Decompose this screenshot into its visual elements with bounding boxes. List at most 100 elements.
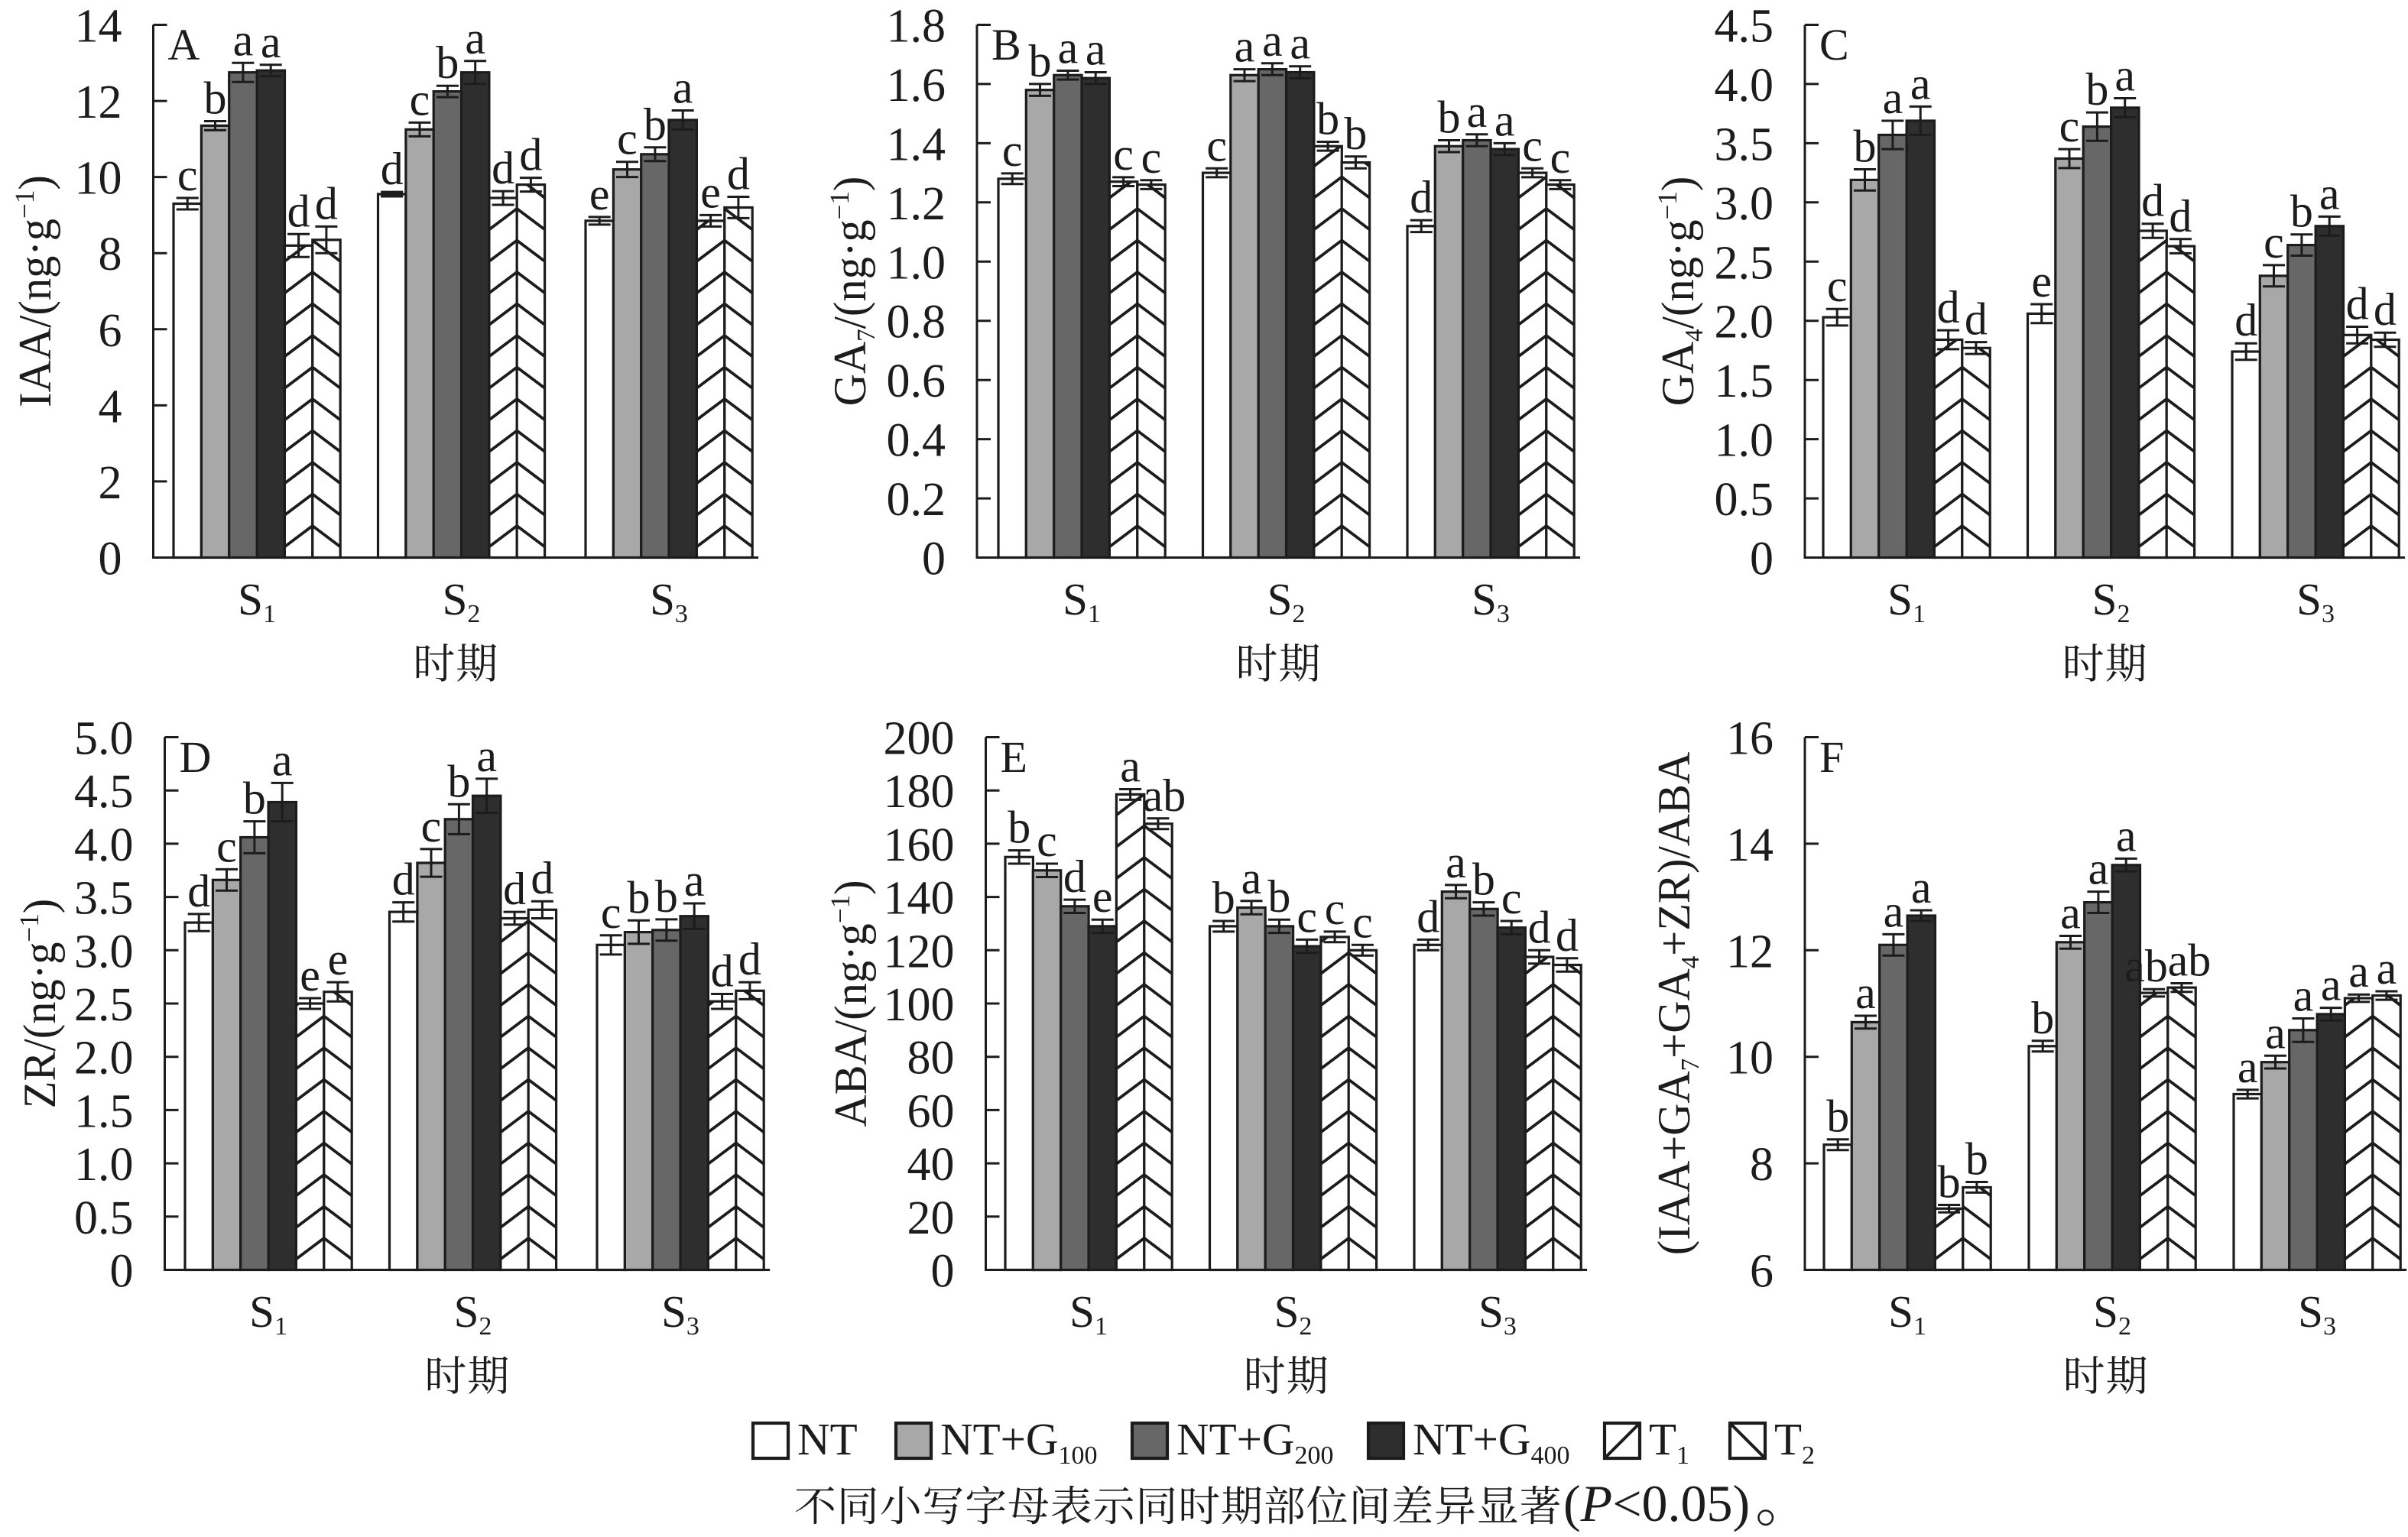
- svg-text:d: d: [2346, 279, 2369, 329]
- svg-text:d: d: [503, 864, 526, 914]
- svg-text:b: b: [2290, 186, 2313, 237]
- svg-text:3.0: 3.0: [1715, 178, 1774, 230]
- svg-text:a: a: [1120, 741, 1141, 792]
- svg-text:1.0: 1.0: [74, 1139, 134, 1191]
- svg-text:a: a: [272, 734, 293, 785]
- svg-text:1.5: 1.5: [1715, 355, 1774, 407]
- svg-text:5.0: 5.0: [74, 713, 134, 765]
- svg-text:d: d: [1965, 294, 1988, 345]
- svg-text:b: b: [1212, 873, 1235, 923]
- svg-text:d: d: [315, 178, 338, 229]
- svg-text:a: a: [1883, 73, 1903, 123]
- svg-text:S2: S2: [1274, 1286, 1313, 1341]
- svg-text:(P<0.05): (P<0.05): [1563, 1474, 1750, 1532]
- svg-text:10: 10: [75, 153, 122, 205]
- svg-text:b: b: [644, 99, 667, 150]
- svg-text:20: 20: [907, 1192, 955, 1244]
- svg-text:12: 12: [75, 76, 122, 128]
- svg-text:2.0: 2.0: [1715, 297, 1774, 349]
- svg-text:e: e: [700, 167, 721, 217]
- svg-text:0.5: 0.5: [1715, 474, 1774, 526]
- svg-text:a: a: [684, 855, 705, 906]
- svg-text:ZR/(ng·g−1​): ZR/(ng·g−1​): [14, 899, 66, 1109]
- svg-text:d: d: [2169, 191, 2192, 242]
- svg-text:4.5: 4.5: [74, 766, 134, 818]
- svg-text:c: c: [1550, 132, 1571, 183]
- svg-text:E: E: [1001, 732, 1027, 782]
- svg-text:b: b: [1938, 1157, 1961, 1208]
- svg-text:0.5: 0.5: [74, 1192, 134, 1244]
- svg-text:a: a: [1855, 968, 1876, 1018]
- svg-text:180: 180: [884, 766, 955, 818]
- svg-text:c: c: [1325, 884, 1345, 934]
- svg-text:1.8: 1.8: [887, 1, 946, 53]
- svg-text:14: 14: [75, 1, 122, 53]
- svg-text:a: a: [1884, 886, 1904, 936]
- svg-text:b: b: [1826, 1091, 1849, 1142]
- svg-text:8: 8: [99, 229, 122, 280]
- svg-text:4.0: 4.0: [74, 819, 134, 871]
- svg-text:3.5: 3.5: [74, 873, 134, 925]
- svg-text:1.6: 1.6: [887, 60, 946, 112]
- svg-text:b: b: [1472, 854, 1495, 905]
- svg-text:C: C: [1819, 20, 1849, 70]
- svg-text:d: d: [492, 143, 514, 193]
- svg-text:160: 160: [884, 819, 955, 871]
- svg-text:0: 0: [110, 1246, 134, 1298]
- svg-text:b: b: [1267, 871, 1290, 922]
- svg-text:100: 100: [884, 979, 955, 1031]
- svg-text:c: c: [601, 887, 621, 938]
- svg-text:0: 0: [1750, 533, 1774, 585]
- svg-text:e: e: [300, 950, 320, 1000]
- svg-text:2.5: 2.5: [1715, 237, 1774, 289]
- svg-text:NT: NT: [797, 1414, 858, 1464]
- svg-text:b: b: [2085, 64, 2108, 115]
- svg-text:0.4: 0.4: [887, 415, 946, 467]
- svg-text:0.6: 0.6: [887, 355, 946, 407]
- svg-text:c: c: [421, 801, 442, 851]
- svg-text:d: d: [1417, 891, 1439, 942]
- svg-text:d: d: [1063, 851, 1086, 902]
- svg-text:8: 8: [1750, 1139, 1774, 1191]
- svg-text:a: a: [1235, 21, 1255, 72]
- svg-text:d: d: [519, 130, 542, 180]
- svg-text:a: a: [2265, 1007, 2286, 1058]
- svg-text:c: c: [1141, 132, 1162, 183]
- svg-text:0.8: 0.8: [887, 297, 946, 349]
- svg-text:200: 200: [884, 713, 955, 765]
- svg-text:d: d: [1937, 282, 1960, 332]
- svg-text:d: d: [711, 946, 734, 997]
- svg-text:b: b: [1008, 803, 1030, 853]
- svg-text:S1: S1: [1063, 574, 1101, 628]
- svg-text:a: a: [2293, 971, 2314, 1021]
- svg-text:a: a: [1086, 24, 1106, 75]
- svg-text:10: 10: [1726, 1033, 1774, 1085]
- svg-text:b: b: [243, 773, 266, 824]
- svg-text:b: b: [1344, 109, 1367, 159]
- svg-text:0: 0: [99, 533, 122, 585]
- svg-text:a: a: [2088, 844, 2109, 894]
- svg-text:6: 6: [1750, 1246, 1774, 1298]
- svg-text:4.5: 4.5: [1715, 1, 1774, 53]
- svg-text:a: a: [2114, 50, 2135, 101]
- svg-text:1.0: 1.0: [887, 237, 946, 289]
- svg-text:d: d: [287, 186, 310, 236]
- svg-text:1.4: 1.4: [887, 118, 946, 170]
- svg-text:S1: S1: [249, 1286, 287, 1341]
- svg-text:c: c: [1002, 125, 1023, 176]
- svg-text:ab: ab: [1143, 770, 1186, 821]
- svg-text:a: a: [2348, 946, 2369, 997]
- svg-text:ab: ab: [2168, 935, 2212, 986]
- svg-text:b: b: [1854, 122, 1877, 172]
- svg-text:6: 6: [99, 305, 122, 357]
- svg-text:b: b: [447, 756, 470, 806]
- svg-text:d: d: [1556, 910, 1579, 961]
- svg-text:c: c: [1113, 129, 1134, 180]
- svg-text:e: e: [589, 169, 610, 219]
- svg-text:c: c: [617, 114, 638, 164]
- svg-text:d: d: [2141, 176, 2164, 226]
- svg-text:b: b: [1965, 1134, 1988, 1185]
- svg-text:e: e: [328, 934, 349, 984]
- svg-text:60: 60: [907, 1085, 955, 1137]
- svg-text:a: a: [1446, 837, 1466, 887]
